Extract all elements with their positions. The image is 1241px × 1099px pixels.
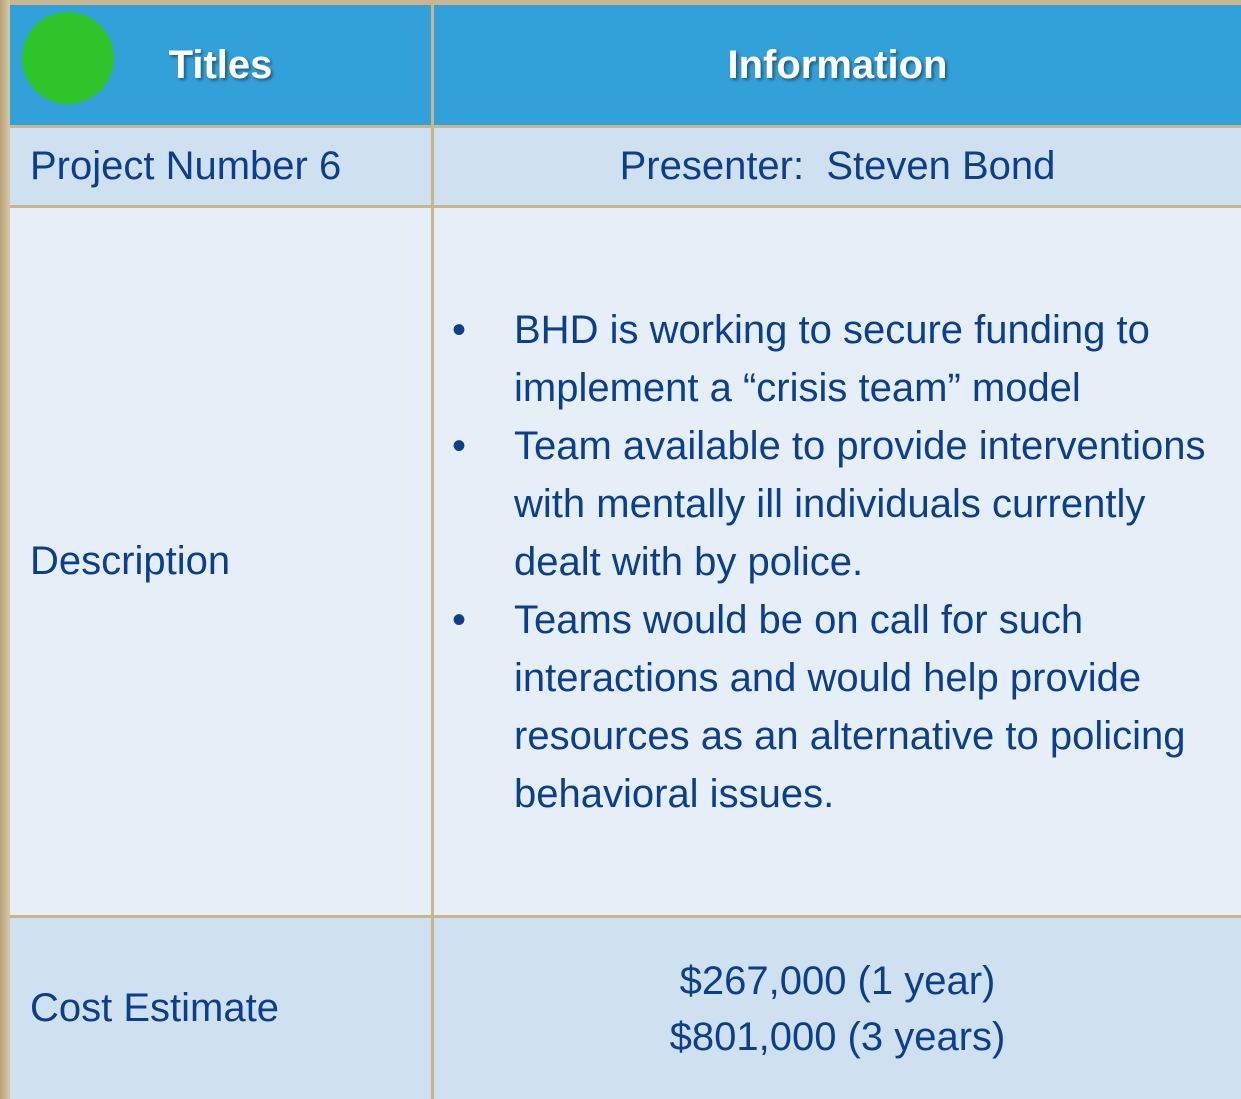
info-cell: $267,000 (1 year) $801,000 (3 years) [434, 918, 1241, 1099]
header-text: Information [727, 42, 948, 87]
edge-strip [0, 0, 10, 1099]
title-cell: Cost Estimate [10, 918, 431, 1099]
info-cell: Presenter: Steven Bond [434, 128, 1241, 205]
header-cell: Information [434, 5, 1241, 125]
cell-text: Description [30, 539, 231, 583]
bullet: Teams would be on call for such interact… [434, 591, 1231, 823]
title-cell: Project Number 6 [10, 128, 431, 205]
status-dot [22, 12, 114, 104]
bullet: BHD is working to secure funding to impl… [434, 301, 1231, 417]
cell-text: Cost Estimate [30, 986, 279, 1030]
cell-text: $267,000 (1 year) [679, 958, 996, 1003]
cell-text: Presenter: Steven Bond [619, 144, 1056, 188]
header-text: Titles [168, 42, 273, 87]
bullet-list: BHD is working to secure funding to impl… [434, 301, 1241, 823]
title-cell: Description [10, 208, 431, 915]
info-cell: BHD is working to secure funding to impl… [434, 208, 1241, 915]
cell-text: $801,000 (3 years) [669, 1014, 1006, 1059]
cost-lines: $267,000 (1 year) $801,000 (3 years) [670, 953, 1006, 1065]
cell-text: Project Number 6 [30, 144, 342, 188]
bullet: Team available to provide interventions … [434, 417, 1231, 591]
